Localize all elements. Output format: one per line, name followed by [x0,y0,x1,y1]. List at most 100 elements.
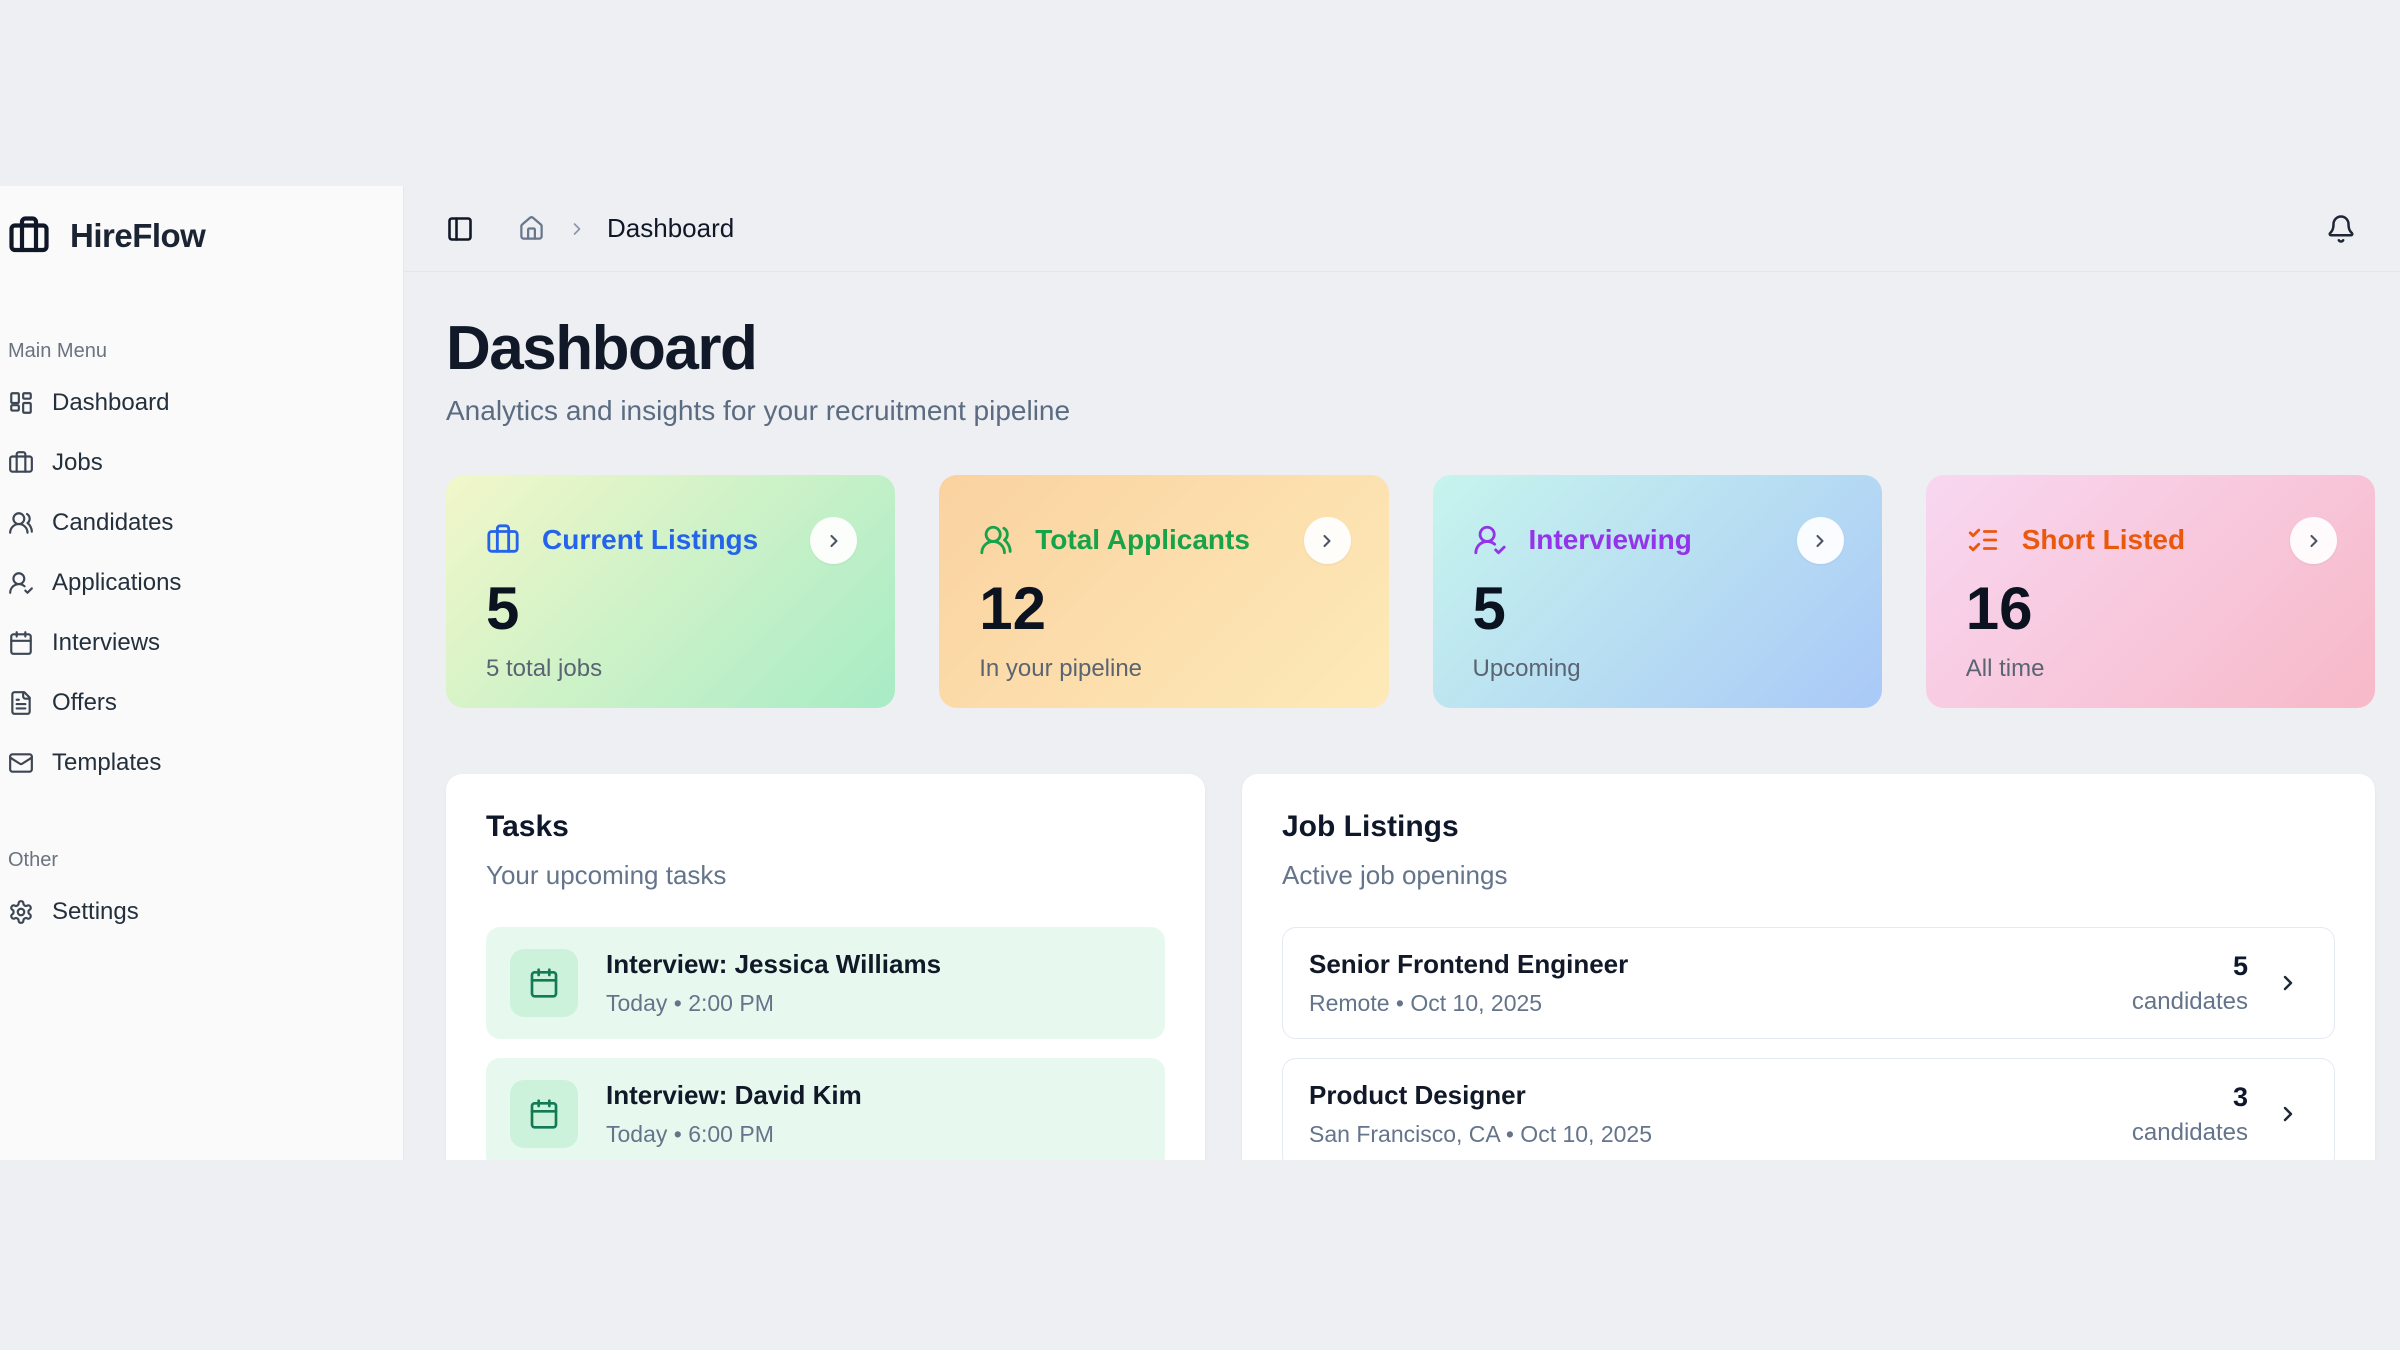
job-listings-list: Senior Frontend Engineer Remote • Oct 10… [1282,927,2335,1160]
task-text: Interview: Jessica Williams Today • 2:00… [606,949,941,1017]
calendar-icon [528,967,560,999]
job-title: Senior Frontend Engineer [1309,949,1629,979]
job-listings-title: Job Listings [1282,810,1459,843]
home-icon[interactable] [518,215,545,242]
breadcrumb[interactable]: Dashboard [607,213,735,243]
brand-logo: HireFlow [6,212,389,260]
stat-card-interviewing[interactable]: Interviewing 5 Upcoming [1432,475,1882,708]
job-listing-row[interactable]: Senior Frontend Engineer Remote • Oct 10… [1282,927,2335,1039]
brand-name: HireFlow [70,217,206,254]
sidebar-item-label: Candidates [52,509,174,536]
panel-left-icon[interactable] [446,215,474,243]
task-text: Interview: David Kim Today • 6:00 PM [606,1080,862,1148]
task-item[interactable]: Interview: Jessica Williams Today • 2:00… [486,927,1165,1039]
chevron-right-icon [1810,531,1830,551]
users-icon [979,523,1013,557]
sidebar-item-dashboard[interactable]: Dashboard [6,373,389,433]
sidebar-item-label: Interviews [52,629,161,656]
sidebar-item-label: Templates [52,749,162,776]
task-item[interactable]: Interview: David Kim Today • 6:00 PM [486,1058,1165,1160]
sidebar-item-candidates[interactable]: Candidates [6,493,389,553]
file-text-icon [8,690,34,716]
sidebar-section-other: Other [8,849,59,871]
users-icon [8,510,34,536]
sidebar-item-offers[interactable]: Offers [6,673,389,733]
topbar: Dashboard [404,186,2400,272]
sidebar: HireFlow Main Menu Dashboard Jobs Candid… [0,186,404,1160]
tasks-subtitle: Your upcoming tasks [486,860,727,890]
stat-card-header: Short Listed [1966,475,2335,557]
sidebar-item-applications[interactable]: Applications [6,553,389,613]
stat-caption: Upcoming [1472,655,1581,682]
sidebar-section-main-menu: Main Menu [8,340,107,362]
briefcase-icon [486,523,520,557]
job-listings-subtitle: Active job openings [1282,860,1508,890]
calendar-icon [8,630,34,656]
stat-value: 12 [979,575,1046,642]
job-count-label: candidates [2131,987,2248,1015]
page-title: Dashboard [446,314,758,383]
stat-label: Total Applicants [1035,524,1250,555]
sidebar-item-label: Applications [52,569,182,596]
mail-icon [8,750,34,776]
job-candidate-count: 5 candidates [2132,951,2248,1016]
task-title: Interview: David Kim [606,1080,862,1110]
stat-card-total-applicants[interactable]: Total Applicants 12 In your pipeline [939,475,1389,708]
list-checks-icon [1966,523,2000,557]
settings-icon [8,899,34,925]
stat-caption: 5 total jobs [486,655,603,682]
stat-value: 16 [1965,575,2033,642]
stat-label: Short Listed [2021,524,2186,555]
task-meta: Today • 6:00 PM [606,1121,774,1147]
chevron-right-icon [824,531,844,551]
sidebar-item-label: Settings [52,898,139,925]
sidebar-item-label: Dashboard [52,389,170,416]
page-content: Dashboard Analytics and insights for you… [404,272,2400,1160]
calendar-icon [528,1098,560,1130]
stat-label: Interviewing [1528,524,1692,555]
sidebar-item-templates[interactable]: Templates [6,733,389,793]
job-info: Senior Frontend Engineer Remote • Oct 10… [1309,949,2132,1017]
chevron-right-icon [567,219,587,239]
task-icon-box [510,1080,578,1148]
stat-value: 5 [486,575,520,642]
chevron-right-icon [2304,531,2324,551]
job-meta: Remote • Oct 10, 2025 [1309,990,1543,1016]
sidebar-item-interviews[interactable]: Interviews [6,613,389,673]
stat-value: 5 [1472,575,1506,642]
job-listing-row[interactable]: Product Designer San Francisco, CA • Oct… [1282,1058,2335,1160]
stat-card-current-listings[interactable]: Current Listings 5 5 total jobs [446,475,896,708]
job-meta: San Francisco, CA • Oct 10, 2025 [1309,1121,1653,1147]
tasks-title: Tasks [486,810,569,843]
chevron-right-icon [2276,1102,2300,1126]
sidebar-item-label: Jobs [52,449,103,476]
bottom-row: Tasks Your upcoming tasks Interview: Jes… [446,774,2375,1160]
stat-arrow-button[interactable] [1303,517,1351,564]
layout-dashboard-icon [8,390,34,416]
stat-arrow-button[interactable] [1796,517,1844,564]
stat-card-header: Interviewing [1473,475,1842,557]
job-count-value: 3 [2232,1081,2248,1112]
chevron-right-icon [1317,531,1337,551]
task-title: Interview: Jessica Williams [606,949,942,979]
stat-card-header: Current Listings [486,475,855,557]
sidebar-item-jobs[interactable]: Jobs [6,433,389,493]
stat-label: Current Listings [542,524,759,555]
user-check-icon [1473,523,1507,557]
briefcase-icon [8,215,50,257]
tasks-list: Interview: Jessica Williams Today • 2:00… [486,927,1165,1160]
page-subtitle: Analytics and insights for your recruitm… [446,395,1071,426]
stat-card-short-listed[interactable]: Short Listed 16 All time [1925,475,2375,708]
sidebar-item-label: Offers [52,689,117,716]
chevron-right-icon [2276,971,2300,995]
task-meta: Today • 2:00 PM [606,990,774,1016]
briefcase-icon [8,450,34,476]
sidebar-item-settings[interactable]: Settings [6,882,389,942]
bell-icon[interactable] [2326,214,2356,244]
stat-caption: In your pipeline [979,655,1143,682]
job-count-label: candidates [2131,1118,2248,1146]
job-listings-panel: Job Listings Active job openings Senior … [1242,774,2375,1160]
stat-arrow-button[interactable] [810,517,858,564]
app-window: HireFlow Main Menu Dashboard Jobs Candid… [0,186,2400,1160]
stat-arrow-button[interactable] [2290,517,2337,564]
